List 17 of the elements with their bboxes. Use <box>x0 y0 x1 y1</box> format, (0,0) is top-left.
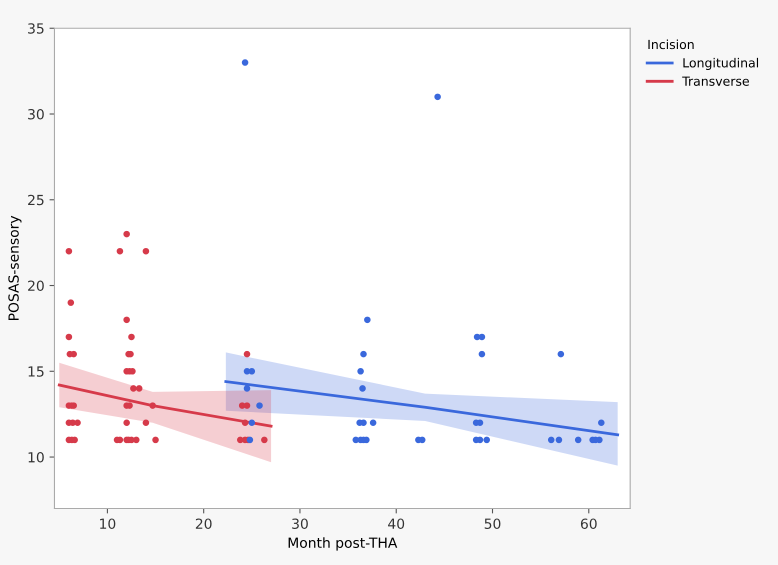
x-tick-label: 20 <box>196 518 212 529</box>
x-tick-label: 60 <box>580 518 597 529</box>
legend-label: Longitudinal <box>683 58 758 70</box>
y-tick-label: 30 <box>28 108 44 120</box>
y-tick-label: 35 <box>28 23 44 34</box>
x-tick-label: 40 <box>388 518 404 529</box>
legend-label: Transverse <box>682 76 749 86</box>
y-tick-label: 25 <box>28 194 44 206</box>
x-tick-label: 10 <box>100 518 116 529</box>
y-axis-title: POSAS-sensory <box>8 216 22 320</box>
x-axis-title: Month post-THA <box>288 537 398 551</box>
x-tick-label: 50 <box>484 518 500 529</box>
y-tick-label: 20 <box>28 280 44 291</box>
legend-title: Incision <box>648 40 694 50</box>
x-tick-label: 30 <box>292 518 308 529</box>
y-tick-label: 15 <box>28 366 44 377</box>
y-tick-label: 10 <box>28 452 44 463</box>
